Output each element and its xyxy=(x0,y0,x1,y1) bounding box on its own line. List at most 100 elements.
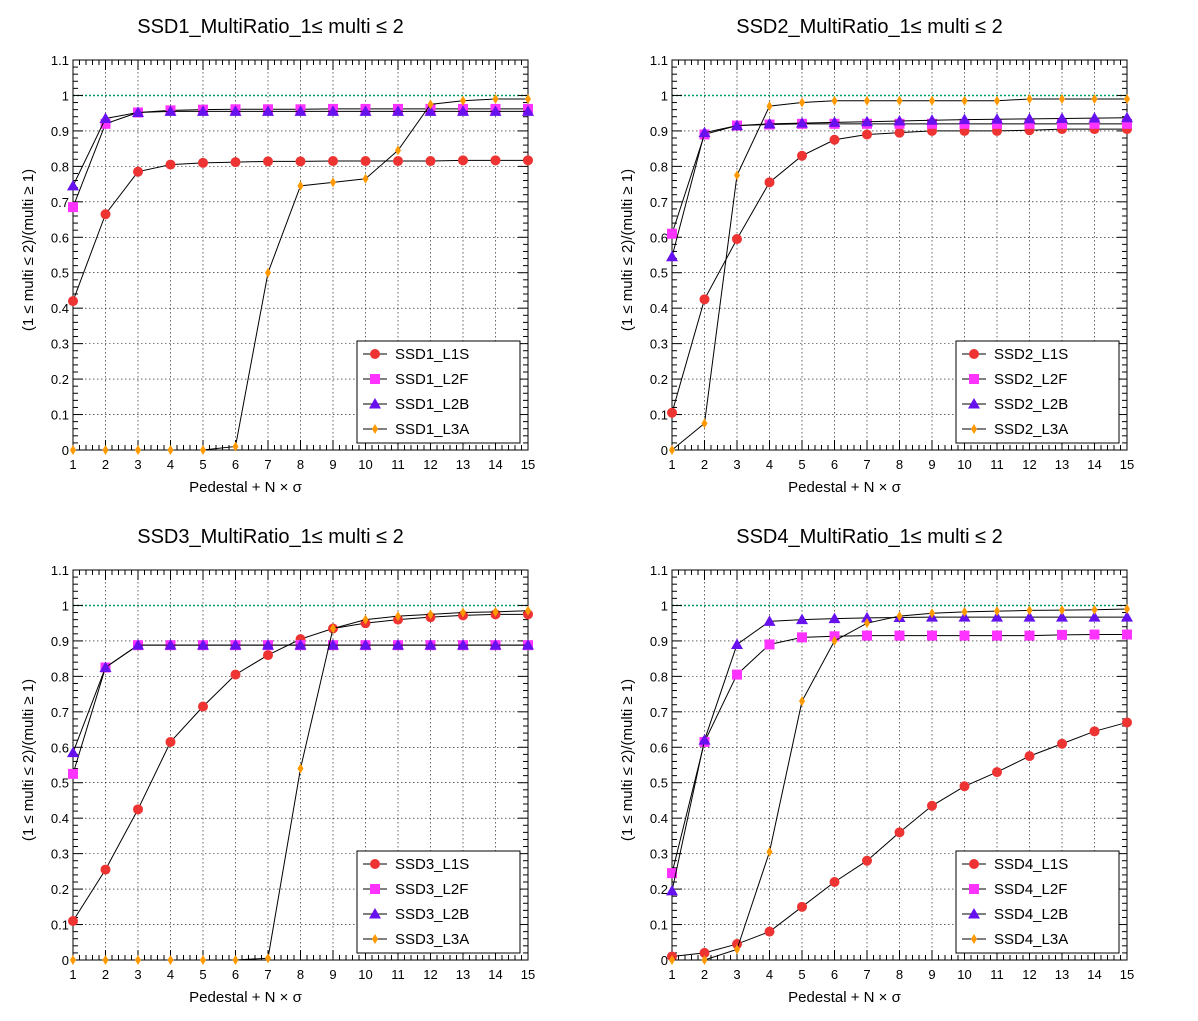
data-point xyxy=(68,296,78,307)
data-point xyxy=(764,639,775,650)
data-point xyxy=(764,177,775,188)
x-tick-label: 8 xyxy=(896,967,903,982)
x-tick-label: 8 xyxy=(896,457,903,472)
data-point xyxy=(1024,630,1035,641)
y-axis-label: (1 ≤ multi ≤ 2)/(multi ≥ 1) xyxy=(20,169,37,331)
x-tick-label: 6 xyxy=(831,967,838,982)
x-tick-label: 3 xyxy=(134,457,141,472)
x-tick-label: 14 xyxy=(488,457,502,472)
data-point xyxy=(294,639,307,650)
data-point xyxy=(1023,611,1036,622)
x-tick-label: 1 xyxy=(69,967,76,982)
series-l3a xyxy=(70,605,531,965)
data-point xyxy=(1057,738,1067,749)
legend-label: SSD1_L2B xyxy=(395,396,469,413)
data-point xyxy=(864,95,870,106)
data-point xyxy=(1122,629,1132,640)
series-l2b xyxy=(666,111,1133,262)
data-point xyxy=(666,884,678,896)
data-point xyxy=(734,944,740,955)
x-axis-label: Pedestal + N × σ xyxy=(788,479,901,496)
legend-marker xyxy=(372,424,378,434)
data-point xyxy=(424,105,437,116)
data-point xyxy=(991,113,1003,124)
x-tick-label: 2 xyxy=(102,967,109,982)
data-point xyxy=(698,126,711,138)
data-point xyxy=(763,615,776,626)
data-point xyxy=(200,445,206,455)
y-tick-label: 0.8 xyxy=(650,669,668,684)
data-point xyxy=(1057,629,1067,640)
y-tick-label: 0.2 xyxy=(650,372,668,387)
data-point xyxy=(297,763,304,774)
data-point xyxy=(1091,604,1098,615)
x-tick-label: 5 xyxy=(798,457,805,472)
data-point xyxy=(796,613,808,625)
x-tick-label: 7 xyxy=(863,457,870,472)
chart-panel-ssd3: SSD3_MultiRatio_1≤ multi ≤ 2 1 2 3 4 5 6 7 8 9 10 1… xyxy=(0,510,599,1020)
x-tick-label: 14 xyxy=(1087,457,1101,472)
x-tick-label: 8 xyxy=(297,967,304,982)
y-tick-label: 0.3 xyxy=(650,847,668,862)
data-point xyxy=(1024,751,1035,762)
data-point xyxy=(896,95,903,106)
data-point xyxy=(132,106,144,117)
legend-marker xyxy=(369,908,381,919)
data-point xyxy=(667,868,677,879)
data-point xyxy=(831,95,838,106)
data-point xyxy=(99,112,112,123)
data-point xyxy=(198,701,208,712)
data-point xyxy=(862,129,872,140)
x-tick-label: 13 xyxy=(456,967,470,982)
y-tick-label: 1 xyxy=(62,88,69,103)
data-point xyxy=(862,630,872,641)
data-point xyxy=(330,623,336,634)
y-axis-label: (1 ≤ multi ≤ 2)/(multi ≥ 1) xyxy=(619,169,636,331)
data-point xyxy=(360,156,371,167)
data-point xyxy=(1121,611,1133,622)
data-point xyxy=(731,119,743,131)
chart-svg: SSD3_MultiRatio_1≤ multi ≤ 21 2 3 4 5 6 7 8 9 10 1… xyxy=(20,526,535,1006)
x-tick-label: 15 xyxy=(521,967,535,982)
data-point xyxy=(701,418,708,429)
legend-label: SSD4_L3A xyxy=(994,931,1068,948)
y-tick-label: 0.9 xyxy=(650,124,668,139)
data-point xyxy=(894,127,905,138)
x-tick-label: 6 xyxy=(232,457,239,472)
y-tick-label: 0.2 xyxy=(51,882,69,897)
data-point xyxy=(167,445,174,455)
x-tick-label: 5 xyxy=(798,967,805,982)
legend-marker xyxy=(969,374,979,384)
x-axis-label: Pedestal + N × σ xyxy=(189,989,302,1006)
x-tick-label: 10 xyxy=(358,457,372,472)
x-tick-label: 1 xyxy=(668,457,675,472)
data-point xyxy=(799,696,805,707)
data-point xyxy=(864,618,870,629)
data-point xyxy=(492,606,499,617)
legend-label: SSD3_L2F xyxy=(395,881,468,898)
x-tick-label: 9 xyxy=(329,457,336,472)
legend-marker xyxy=(370,374,380,384)
data-point xyxy=(393,156,403,167)
data-point xyxy=(102,445,109,455)
data-point xyxy=(1024,118,1035,129)
x-tick-label: 14 xyxy=(1087,967,1101,982)
series-l2b xyxy=(67,105,534,191)
series-l1s xyxy=(667,717,1132,962)
data-point xyxy=(262,639,274,650)
data-point xyxy=(797,901,807,912)
y-tick-label: 0.6 xyxy=(650,230,668,245)
x-tick-label: 7 xyxy=(264,457,271,472)
x-tick-label: 12 xyxy=(1022,967,1036,982)
legend: SSD3_L1S SSD3_L2F SSD3_L2B SSD3_L3A xyxy=(356,850,521,954)
legend-label: SSD3_L3A xyxy=(395,931,469,948)
data-point xyxy=(1056,112,1068,123)
data-point xyxy=(425,156,436,167)
data-point xyxy=(265,267,271,278)
data-point xyxy=(1057,118,1067,129)
y-tick-label: 0 xyxy=(62,953,69,968)
y-tick-label: 0.8 xyxy=(51,159,69,174)
data-point xyxy=(1089,629,1100,640)
data-point xyxy=(894,827,905,838)
x-tick-label: 9 xyxy=(928,967,935,982)
